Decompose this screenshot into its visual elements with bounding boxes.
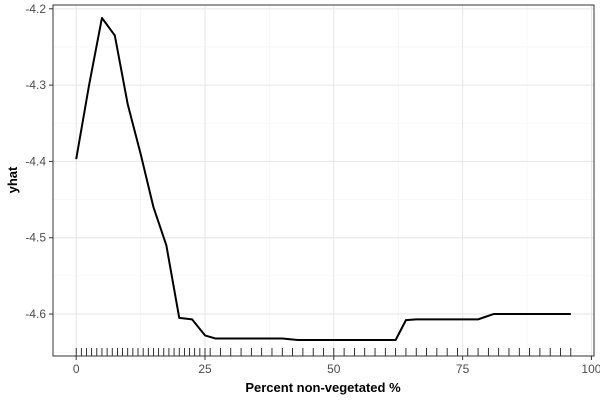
y-axis-title: yhat	[5, 166, 20, 193]
x-tick-label: 0	[73, 362, 80, 376]
series-line	[75, 16, 571, 341]
x-axis: 0 25 50 75 100	[73, 356, 600, 376]
y-tick-label: -4.6	[25, 307, 46, 321]
x-tick-label: 50	[327, 362, 341, 376]
series-layer	[75, 16, 571, 341]
rug-layer	[75, 348, 572, 356]
y-tick-label: -4.3	[25, 78, 46, 92]
panel-border	[52, 4, 595, 357]
x-tick-label: 25	[198, 362, 212, 376]
x-tick-label: 75	[456, 362, 470, 376]
x-axis-title: Percent non-vegetated %	[245, 380, 401, 395]
y-tick-label: -4.4	[25, 154, 46, 168]
x-tick-label: 100	[581, 362, 600, 376]
y-tick-label: -4.5	[25, 231, 46, 245]
y-tick-label: -4.2	[25, 2, 46, 16]
y-axis: -4.2 -4.3 -4.4 -4.5 -4.6	[25, 2, 53, 321]
